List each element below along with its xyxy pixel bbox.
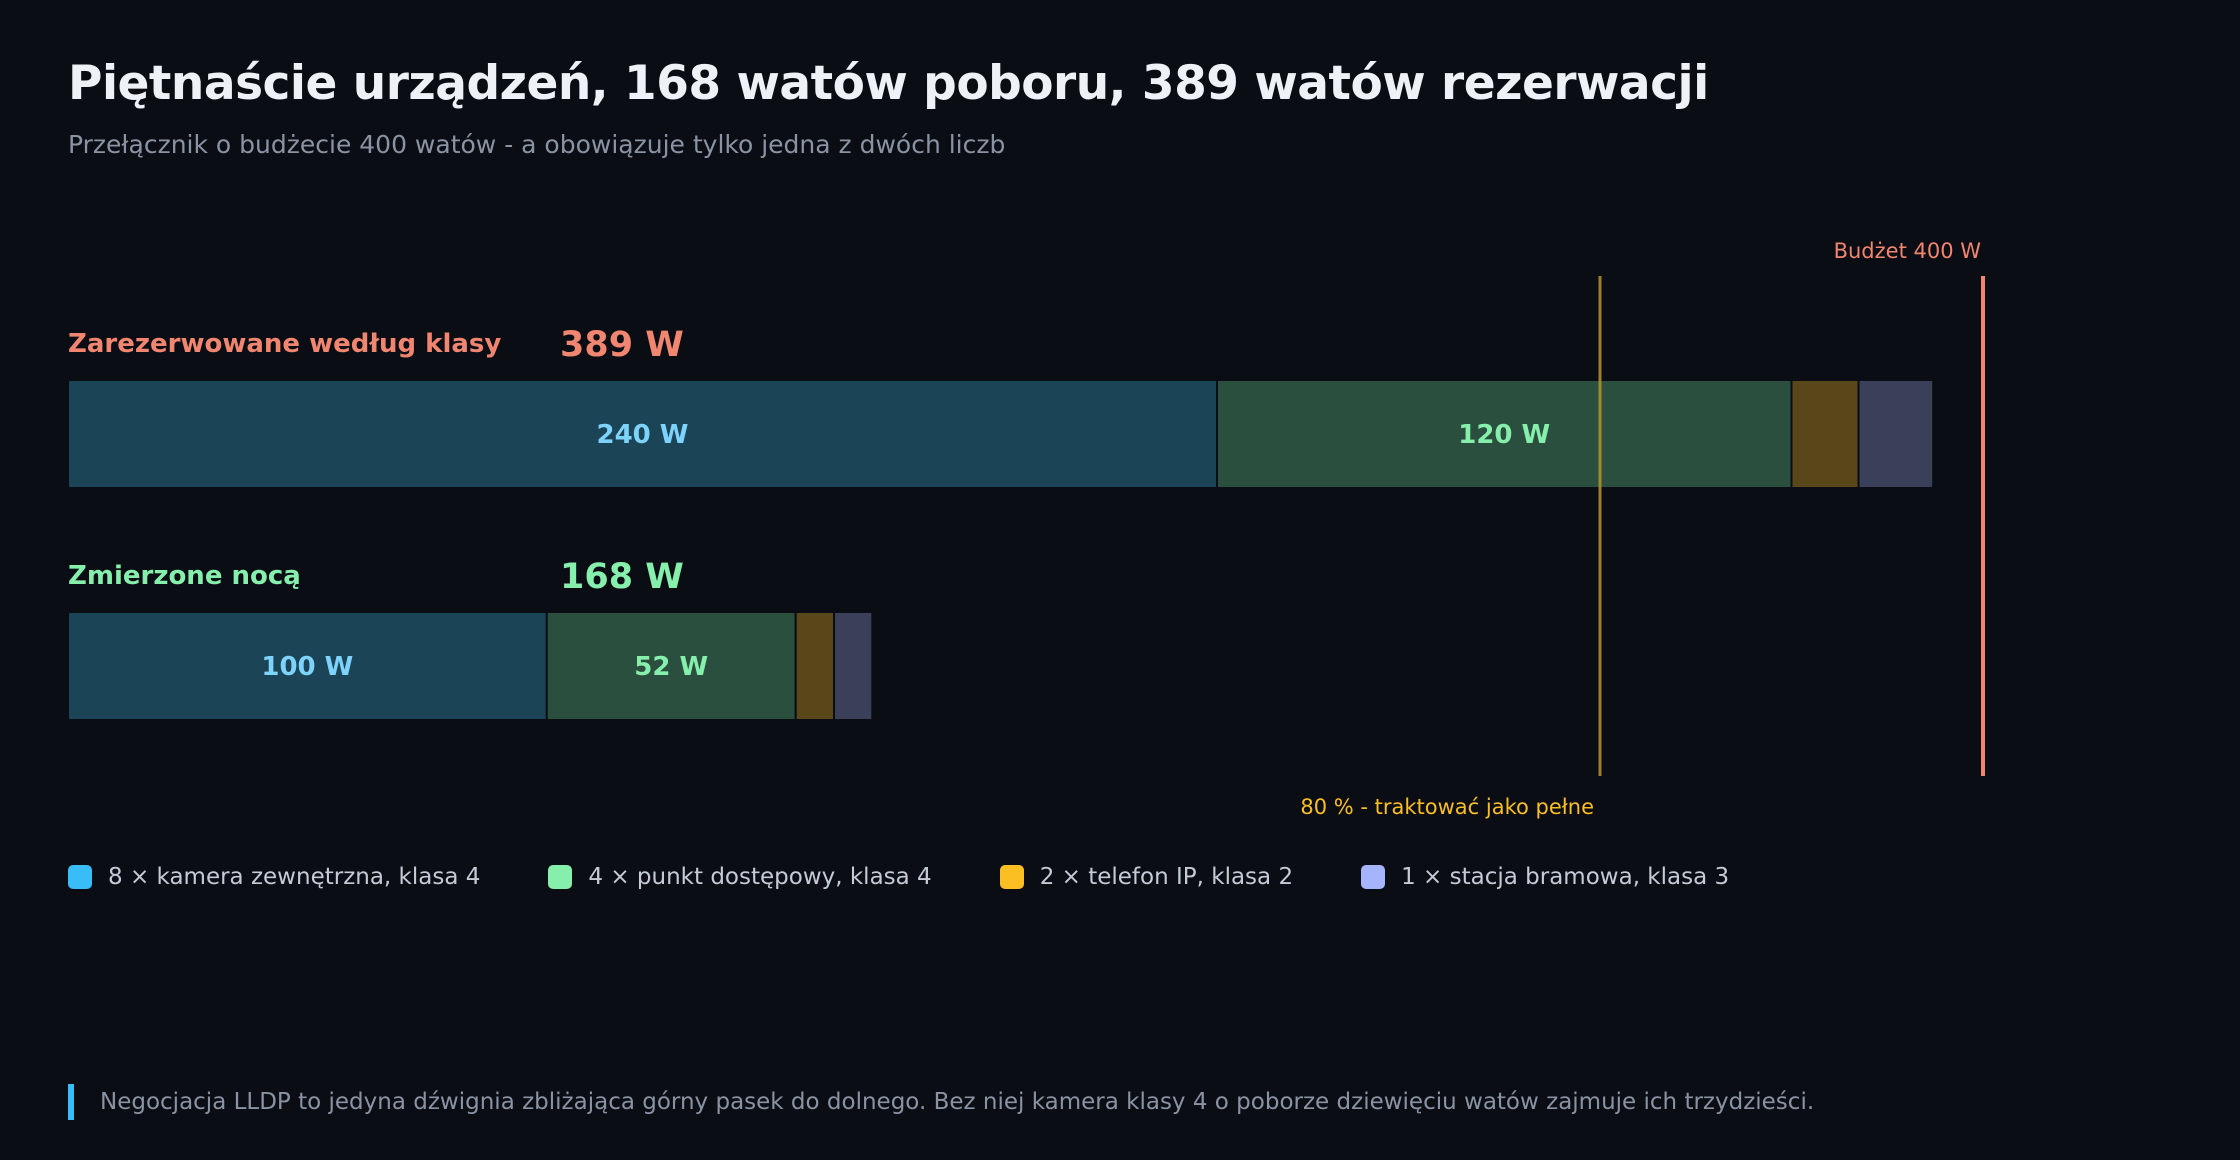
category-label: Zarezerwowane według klasy [68, 329, 501, 359]
legend-label: 2 × telefon IP, klasa 2 [1039, 864, 1294, 890]
category-label: Zmierzone nocą [68, 561, 301, 591]
chart-title: Piętnaście urządzeń, 168 watów poboru, 3… [68, 56, 1709, 111]
legend-swatch [999, 865, 1024, 889]
chart-legend: 8 × kamera zewnętrzna, klasa 4 4 × punkt … [68, 864, 1797, 890]
data-label: 100 W [261, 652, 353, 682]
reference-line-label: Budżet 400 W [1834, 239, 1982, 263]
category-total: 168 W [560, 557, 684, 597]
data-label: 240 W [596, 420, 688, 450]
legend-swatch [548, 865, 573, 889]
legend-item: 8 × kamera zewnętrzna, klasa 4 [68, 864, 480, 890]
legend-item: 4 × punkt dostępowy, klasa 4 [548, 864, 932, 890]
bar-segment [1857, 379, 1935, 489]
bar-segment [833, 611, 874, 721]
bar-segment [1790, 379, 1860, 489]
legend-item: 1 × stacja bramowa, klasa 3 [1361, 864, 1729, 890]
bar-segment [67, 379, 1218, 489]
reference-line-label: 80 % - traktować jako pełne [1300, 795, 1594, 819]
category-total: 389 W [560, 325, 684, 365]
legend-label: 1 × stacja bramowa, klasa 3 [1401, 864, 1730, 890]
legend-label: 4 × punkt dostępowy, klasa 4 [588, 864, 932, 890]
chart-subtitle: Przełącznik o budżecie 400 watów - a obo… [68, 130, 1006, 159]
legend-label: 8 × kamera zewnętrzna, klasa 4 [108, 864, 481, 890]
data-label: 120 W [1458, 420, 1550, 450]
bar-segment [794, 611, 836, 721]
legend-swatch [68, 865, 92, 889]
footnote: Negocjacja LLDP to jedyna dźwignia zbliż… [68, 1084, 1814, 1120]
legend-swatch [1361, 865, 1386, 889]
bar-segment [545, 611, 797, 721]
data-label: 52 W [634, 652, 708, 682]
legend-item: 2 × telefon IP, klasa 2 [999, 864, 1294, 890]
